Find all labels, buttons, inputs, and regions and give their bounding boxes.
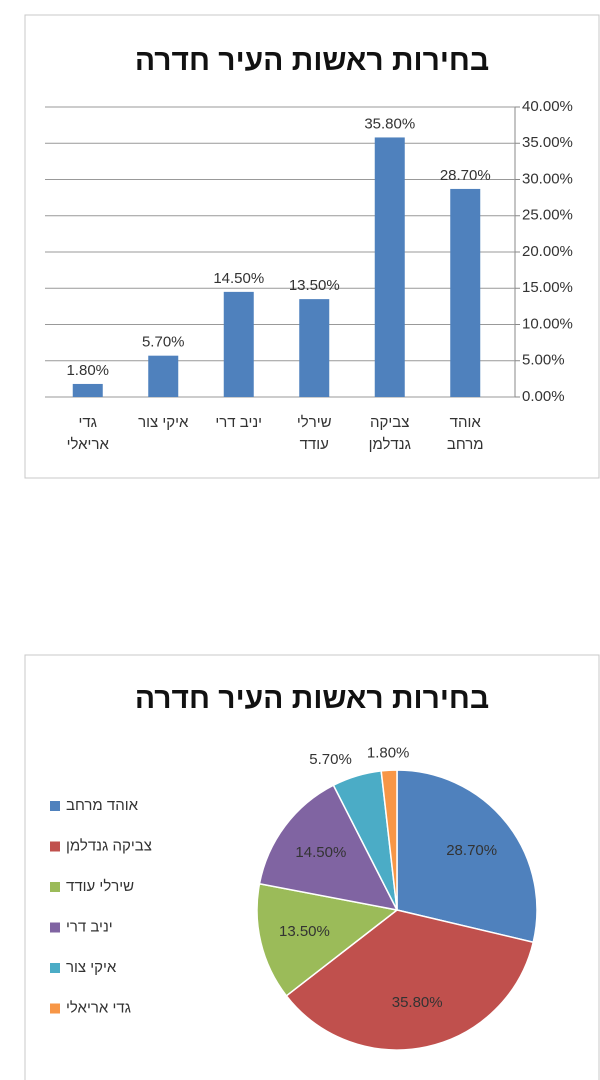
value-label: 28.70% — [440, 167, 491, 184]
pie-slice — [258, 784, 399, 912]
y-tick-label: 30.00% — [522, 170, 573, 187]
x-tick-label: אוהד מרחב — [446, 414, 484, 453]
value-label: 35.80% — [364, 115, 415, 132]
bar — [223, 291, 254, 397]
value-label: 13.50% — [289, 277, 340, 294]
slice-label: 28.70% — [446, 842, 497, 859]
legend-label: צביקה גנדלמן — [66, 837, 152, 854]
bar — [374, 137, 405, 397]
value-label: 5.70% — [142, 334, 185, 351]
legend-swatch — [50, 963, 60, 973]
bar — [148, 355, 179, 397]
value-label: 14.50% — [213, 270, 264, 287]
y-tick-label: 25.00% — [522, 207, 573, 224]
x-tick-label: איקי צור — [138, 414, 189, 431]
y-tick-label: 10.00% — [522, 315, 573, 332]
legend-swatch — [50, 922, 60, 933]
pie-slice — [396, 769, 538, 944]
x-tick-label: שירלי עודד — [296, 414, 332, 453]
pie-slice — [285, 909, 535, 1051]
pie-slice — [256, 882, 399, 997]
legend-swatch — [50, 1003, 60, 1014]
y-tick-label: 35.00% — [522, 134, 573, 151]
bar-frame — [24, 14, 600, 479]
bar — [72, 383, 103, 397]
legend-label: יניב דרי — [66, 918, 113, 935]
y-tick-label: 20.00% — [522, 243, 573, 260]
x-tick-label: יניב דרי — [215, 414, 263, 431]
slice-label: 1.80% — [367, 744, 410, 761]
slice-label: 13.50% — [279, 923, 330, 940]
legend-label: אוהד מרחב — [66, 797, 139, 814]
legend-label: איקי צור — [66, 959, 117, 976]
y-tick-label: 0.00% — [522, 388, 565, 405]
chart-title: בחירות ראשות העיר חדרה — [135, 682, 489, 715]
x-tick-label: גדי אריאלי — [66, 414, 109, 453]
legend-label: גדי אריאלי — [66, 999, 131, 1016]
slice-label: 35.80% — [392, 994, 443, 1011]
legend-swatch — [50, 841, 60, 852]
y-tick-label: 40.00% — [522, 98, 573, 115]
slice-label: 5.70% — [309, 751, 352, 768]
bar — [299, 299, 330, 397]
x-tick-label: צביקה גנדלמן — [368, 414, 411, 453]
slice-label: 14.50% — [295, 844, 346, 861]
value-label: 1.80% — [66, 362, 109, 379]
legend-swatch — [50, 882, 60, 892]
legend-label: שירלי עודד — [66, 878, 134, 895]
legend-swatch — [50, 801, 60, 811]
chart-title: בחירות ראשות העיר חדרה — [135, 44, 489, 77]
y-tick-label: 5.00% — [522, 352, 565, 369]
pie-slice — [380, 769, 398, 911]
y-tick-label: 15.00% — [522, 279, 573, 296]
bar — [450, 188, 481, 397]
